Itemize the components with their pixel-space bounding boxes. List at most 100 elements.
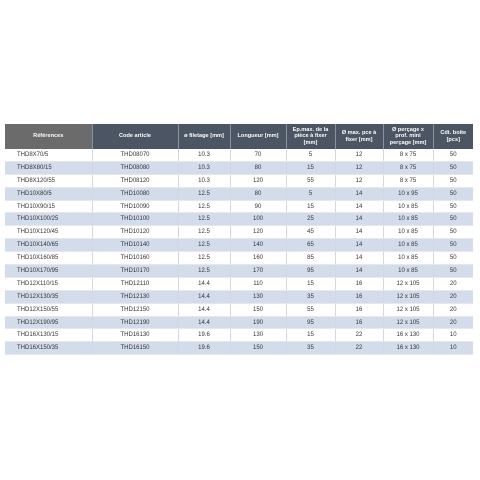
cell-longueur: 80 [230,161,287,175]
table-row: THD8X120/55 THD08120 10.3 120 55 12 8 x 75 50 [5,174,473,188]
cell-cdt-boite: 50 [433,174,473,188]
table-row: THD12X110/15 THD12110 14.4 110 15 16 12 x 105 2… [5,277,473,291]
cell-diam-max: 16 [335,290,384,304]
cell-diam-max: 16 [335,277,384,291]
cell-ep-max: 25 [286,212,336,227]
cell-diam-max: 14 [335,187,384,201]
cell-diam-max: 16 [335,303,384,317]
cell-longueur: 190 [230,316,287,330]
table-row: THD8X70/5 THD08070 10.3 70 5 12 8 x 75 50 [5,149,473,162]
cell-diam-max: 22 [335,341,384,356]
table-row: THD12X150/55 THD12150 14.4 150 55 16 12 x 105 2… [5,303,473,317]
table-row: THD12X190/95 THD12190 14.4 190 95 16 12 x 105 2… [5,316,473,330]
cell-ep-max: 65 [286,238,336,253]
header-code-article: Code article [92,124,179,149]
cell-cdt-boite: 10 [433,341,473,356]
cell-percage: 10 x 95 [383,187,434,201]
cell-filetage: 12.5 [178,238,231,253]
cell-ep-max: 55 [286,174,336,188]
cell-cdt-boite: 10 [433,328,473,343]
cell-cdt-boite: 50 [433,149,473,162]
cell-diam-max: 14 [335,200,384,214]
cell-diam-max: 14 [335,251,384,266]
cell-percage: 10 x 85 [383,225,434,240]
cell-percage: 16 x 130 [383,341,434,356]
cell-reference: THD12X110/15 [5,277,93,291]
cell-reference: THD8X70/5 [5,149,93,162]
table-row: THD16X150/35 THD16150 19.6 150 35 22 16 x 130 1… [5,341,473,356]
cell-code-article: THD10090 [92,200,179,214]
cell-filetage: 14.4 [178,303,231,317]
table-row: THD16X130/15 THD16130 19.6 130 15 22 16 x 130 1… [5,328,473,343]
table-row: THD10X140/65 THD10140 12.5 140 65 14 10 x 85 50 [5,238,473,253]
header-cdt-boite: Cdt. boite [pcs] [433,124,473,149]
table-row: THD12X130/35 THD12130 14.4 130 35 16 12 x 105 2… [5,290,473,304]
cell-code-article: THD12190 [92,316,179,330]
cell-code-article: THD08120 [92,174,179,188]
cell-cdt-boite: 50 [433,264,473,278]
cell-percage: 10 x 85 [383,251,434,266]
cell-filetage: 10.3 [178,161,231,175]
table-row: THD10X170/95 THD10170 12.5 170 95 14 10 x 85 50 [5,264,473,278]
cell-percage: 10 x 85 [383,264,434,278]
cell-code-article: THD10170 [92,264,179,278]
cell-ep-max: 15 [286,161,336,175]
cell-reference: THD12X190/95 [5,316,93,330]
cell-cdt-boite: 50 [433,200,473,214]
cell-longueur: 160 [230,251,287,266]
cell-reference: THD10X100/25 [5,212,93,227]
cell-diam-max: 12 [335,149,384,162]
cell-diam-max: 14 [335,212,384,227]
cell-code-article: THD16150 [92,341,179,356]
cell-longueur: 100 [230,212,287,227]
cell-ep-max: 85 [286,251,336,266]
cell-diam-max: 22 [335,328,384,343]
table-body: THD8X70/5 THD08070 10.3 70 5 12 8 x 75 50 THD8X8… [5,149,473,356]
cell-filetage: 14.4 [178,316,231,330]
cell-reference: THD16X150/35 [5,341,93,356]
cell-ep-max: 45 [286,225,336,240]
cell-reference: THD10X140/65 [5,238,93,253]
cell-percage: 8 x 75 [383,161,434,175]
cell-percage: 10 x 85 [383,200,434,214]
cell-longueur: 150 [230,341,287,356]
cell-filetage: 10.3 [178,149,231,162]
cell-code-article: THD10100 [92,212,179,227]
cell-filetage: 14.4 [178,290,231,304]
cell-longueur: 110 [230,277,287,291]
cell-cdt-boite: 20 [433,303,473,317]
cell-ep-max: 35 [286,341,336,356]
cell-code-article: THD10120 [92,225,179,240]
cell-cdt-boite: 50 [433,212,473,227]
cell-percage: 10 x 85 [383,212,434,227]
cell-longueur: 130 [230,290,287,304]
cell-reference: THD16X130/15 [5,328,93,343]
cell-longueur: 90 [230,200,287,214]
cell-reference: THD10X80/5 [5,187,93,201]
cell-reference: THD12X150/55 [5,303,93,317]
cell-cdt-boite: 20 [433,316,473,330]
cell-ep-max: 15 [286,277,336,291]
cell-longueur: 150 [230,303,287,317]
cell-code-article: THD08070 [92,149,179,162]
cell-filetage: 12.5 [178,212,231,227]
cell-longueur: 70 [230,149,287,162]
cell-code-article: THD08080 [92,161,179,175]
cell-ep-max: 55 [286,303,336,317]
cell-filetage: 19.6 [178,341,231,356]
cell-percage: 12 x 105 [383,316,434,330]
cell-diam-max: 16 [335,316,384,330]
cell-cdt-boite: 20 [433,277,473,291]
cell-longueur: 170 [230,264,287,278]
cell-filetage: 14.4 [178,277,231,291]
cell-filetage: 12.5 [178,187,231,201]
table-row: THD10X120/45 THD10120 12.5 120 45 14 10 x 85 50 [5,225,473,240]
header-references: Références [5,124,93,149]
cell-percage: 8 x 75 [383,149,434,162]
cell-longueur: 130 [230,328,287,343]
cell-reference: THD8X120/55 [5,174,93,188]
product-table: Références Code article ø filetage [mm] Lon… [5,124,473,356]
cell-reference: THD10X170/95 [5,264,93,278]
cell-reference: THD12X130/35 [5,290,93,304]
header-filetage: ø filetage [mm] [178,124,231,149]
